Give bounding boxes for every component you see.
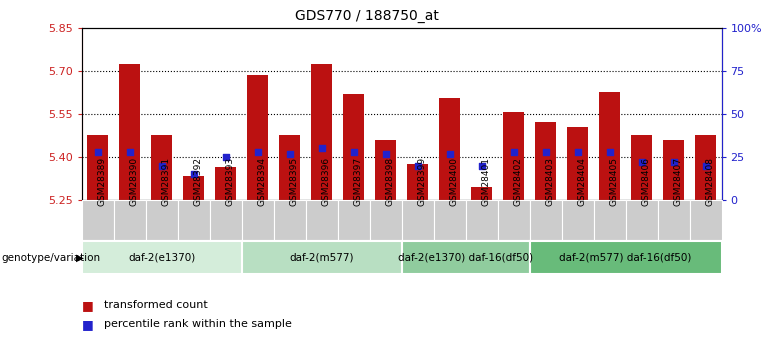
Point	[540, 149, 552, 155]
Bar	[599, 92, 620, 200]
Bar	[402, 241, 530, 274]
Point	[315, 146, 328, 151]
Bar	[242, 200, 274, 240]
Bar	[631, 135, 652, 200]
Point	[123, 149, 136, 155]
Text: ■: ■	[82, 318, 94, 331]
Bar	[215, 167, 236, 200]
Point	[251, 149, 264, 155]
Text: GSM28397: GSM28397	[354, 157, 363, 206]
Point	[412, 163, 424, 168]
Bar	[594, 200, 626, 240]
Bar	[87, 135, 108, 200]
Bar	[658, 200, 690, 240]
Point	[220, 154, 232, 160]
Text: GSM28407: GSM28407	[674, 157, 682, 206]
Bar	[471, 187, 492, 200]
Bar	[402, 200, 434, 240]
Bar	[626, 200, 658, 240]
Text: GSM28405: GSM28405	[610, 157, 619, 206]
Text: GSM28399: GSM28399	[418, 157, 427, 206]
Bar	[306, 200, 338, 240]
Bar	[375, 140, 396, 200]
Bar	[146, 200, 178, 240]
Bar	[503, 112, 524, 200]
Bar	[151, 135, 172, 200]
Bar	[695, 135, 716, 200]
Bar	[663, 140, 684, 200]
Bar	[311, 63, 332, 200]
Point	[348, 149, 360, 155]
Text: GSM28398: GSM28398	[386, 157, 395, 206]
Text: GSM28393: GSM28393	[226, 157, 235, 206]
Text: ▶: ▶	[76, 253, 84, 263]
Text: percentile rank within the sample: percentile rank within the sample	[104, 319, 292, 329]
Bar	[242, 241, 402, 274]
Text: GSM28389: GSM28389	[98, 157, 107, 206]
Text: GSM28395: GSM28395	[290, 157, 299, 206]
Text: GSM28408: GSM28408	[706, 157, 714, 206]
Text: GSM28406: GSM28406	[642, 157, 651, 206]
Point	[636, 159, 648, 165]
Text: daf-2(m577) daf-16(df50): daf-2(m577) daf-16(df50)	[559, 253, 692, 263]
Text: genotype/variation: genotype/variation	[2, 253, 101, 263]
Text: ■: ■	[82, 299, 94, 312]
Point	[476, 163, 488, 168]
Bar	[82, 241, 242, 274]
Text: GSM28396: GSM28396	[321, 157, 331, 206]
Point	[187, 171, 200, 177]
Point	[91, 149, 104, 155]
Bar	[247, 75, 268, 200]
Text: GSM28402: GSM28402	[514, 157, 523, 206]
Bar	[530, 241, 722, 274]
Text: GSM28404: GSM28404	[577, 157, 587, 206]
Bar	[434, 200, 466, 240]
Point	[700, 163, 712, 168]
Text: GDS770 / 188750_at: GDS770 / 188750_at	[295, 9, 438, 23]
Text: GSM28403: GSM28403	[546, 157, 555, 206]
Bar	[183, 176, 204, 200]
Bar	[567, 127, 588, 200]
Bar	[338, 200, 370, 240]
Bar	[343, 94, 364, 200]
Bar	[279, 135, 300, 200]
Text: transformed count: transformed count	[104, 300, 207, 310]
Bar	[466, 200, 498, 240]
Point	[443, 151, 456, 156]
Text: daf-2(m577): daf-2(m577)	[289, 253, 354, 263]
Point	[155, 163, 168, 168]
Text: daf-2(e1370): daf-2(e1370)	[128, 253, 196, 263]
Bar	[535, 122, 556, 200]
Text: GSM28401: GSM28401	[482, 157, 491, 206]
Bar	[178, 200, 210, 240]
Text: daf-2(e1370) daf-16(df50): daf-2(e1370) daf-16(df50)	[398, 253, 534, 263]
Bar	[274, 200, 306, 240]
Bar	[498, 200, 530, 240]
Point	[668, 159, 680, 165]
Point	[380, 151, 392, 156]
Text: GSM28390: GSM28390	[129, 157, 139, 206]
Bar	[119, 63, 140, 200]
Bar	[114, 200, 146, 240]
Point	[604, 149, 616, 155]
Bar	[562, 200, 594, 240]
Point	[508, 149, 520, 155]
Bar	[370, 200, 402, 240]
Bar	[407, 164, 428, 200]
Bar	[210, 200, 242, 240]
Text: GSM28391: GSM28391	[162, 157, 171, 206]
Bar	[439, 98, 460, 200]
Text: GSM28394: GSM28394	[257, 157, 267, 206]
Text: GSM28400: GSM28400	[449, 157, 459, 206]
Bar	[690, 200, 722, 240]
Point	[571, 149, 583, 155]
Bar	[82, 200, 114, 240]
Point	[284, 151, 296, 156]
Text: GSM28392: GSM28392	[193, 157, 203, 206]
Bar	[530, 200, 562, 240]
